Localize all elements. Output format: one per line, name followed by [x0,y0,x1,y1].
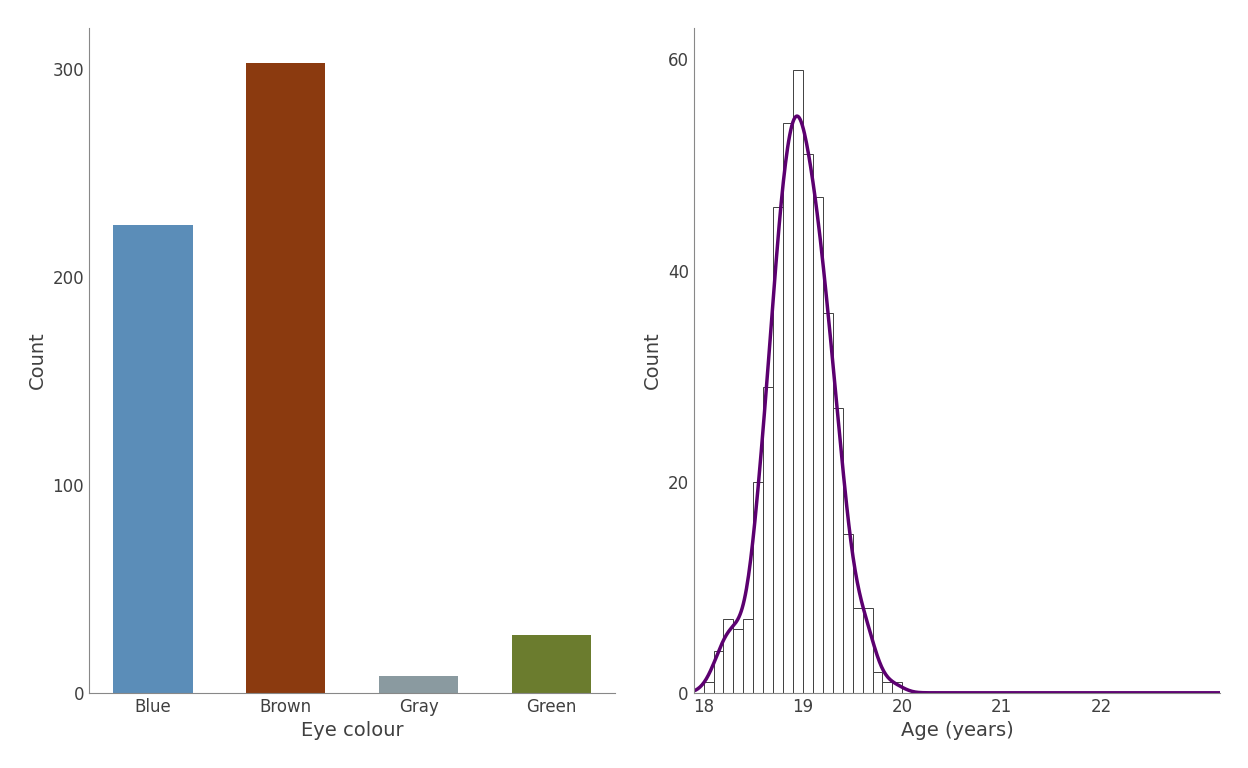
Bar [754,482,764,693]
Y-axis label: Count: Count [643,332,663,389]
Bar [246,63,326,693]
X-axis label: Age (years): Age (years) [901,721,1013,740]
Y-axis label: Count: Count [27,332,46,389]
Bar [724,619,734,693]
Bar [792,70,802,693]
Bar [714,650,724,693]
X-axis label: Eye colour: Eye colour [301,721,403,740]
Bar [842,535,852,693]
Bar [822,313,832,693]
Bar [802,154,812,693]
Bar [512,634,592,693]
Bar [704,682,714,693]
Bar [862,608,872,693]
Bar [892,682,902,693]
Bar [774,207,782,693]
Bar [744,619,754,693]
Bar [832,408,842,693]
Bar [112,225,192,693]
Bar [378,676,458,693]
Bar [852,608,862,693]
Bar [782,123,792,693]
Bar [872,672,882,693]
Bar [764,386,774,693]
Bar [882,682,892,693]
Bar [734,630,744,693]
Bar [812,197,822,693]
